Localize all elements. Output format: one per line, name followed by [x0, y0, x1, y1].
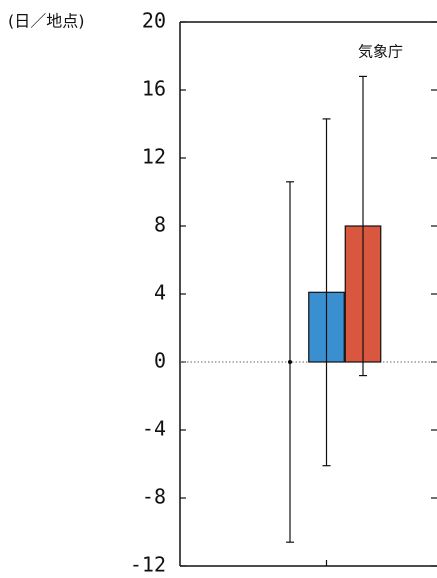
- y-tick-label: 8: [154, 213, 166, 237]
- y-tick-label: 20: [142, 9, 166, 33]
- y-tick-label: 16: [142, 77, 166, 101]
- y-axis-label: (日／地点): [8, 12, 85, 31]
- y-tick-label: -12: [130, 553, 166, 577]
- y-tick-label: -8: [142, 485, 166, 509]
- y-tick-label: 12: [142, 145, 166, 169]
- y-tick-label: 0: [154, 349, 166, 373]
- annotation: 気象庁: [358, 43, 403, 61]
- y-tick-label: 4: [154, 281, 166, 305]
- y-tick-label: -4: [142, 417, 166, 441]
